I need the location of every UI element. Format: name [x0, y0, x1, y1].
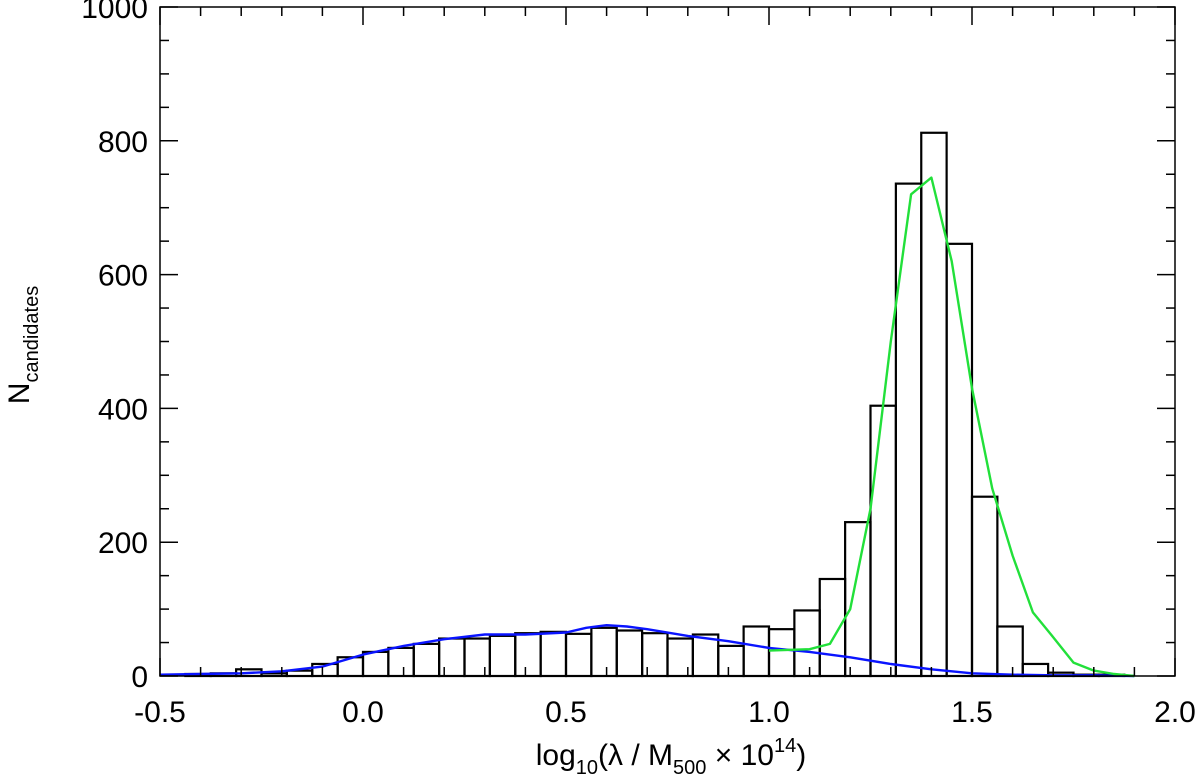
- histogram-bar: [869, 404, 897, 678]
- y-tick-label: 400: [98, 393, 148, 426]
- histogram-bar: [514, 632, 542, 678]
- y-axis-title-main: N: [3, 383, 36, 405]
- histogram-bar: [920, 131, 948, 678]
- x-axis-title-sub2: 500: [673, 757, 706, 779]
- histogram-bar: [438, 637, 466, 678]
- model-curve-2: [768, 176, 1135, 678]
- x-axis-title-sup: 14: [774, 735, 796, 757]
- histogram-bar: [691, 633, 720, 678]
- x-axis-title-mid2: × 10: [706, 739, 774, 772]
- x-tick-label: 0.0: [342, 696, 384, 729]
- x-tick-labels: -0.5 0.0 0.5 1.0 1.5 2.0: [134, 696, 1196, 729]
- histogram-bar: [615, 629, 644, 678]
- histogram-bars: [184, 131, 1126, 678]
- x-tick-label: 1.0: [748, 696, 790, 729]
- histogram-bar: [793, 609, 821, 678]
- histogram-bar: [970, 495, 999, 678]
- x-axis-title-mid: (λ / M: [598, 739, 673, 772]
- histogram-bar: [717, 644, 745, 678]
- histogram-bar: [361, 650, 390, 678]
- histogram-bar: [767, 628, 796, 678]
- y-tick-label: 0: [131, 661, 148, 694]
- model-curves: [159, 176, 1135, 678]
- y-tick-label: 200: [98, 527, 148, 560]
- histogram-bar: [387, 646, 415, 678]
- histogram-bar: [463, 637, 491, 678]
- y-tick-label: 800: [98, 126, 148, 159]
- histogram-bar: [996, 625, 1024, 678]
- histogram-bar: [818, 577, 847, 678]
- histogram-bar: [590, 626, 618, 678]
- histogram-bar: [564, 632, 593, 678]
- y-axis-title: Ncandidates: [3, 286, 43, 404]
- y-tick-labels: 0 200 400 600 800 1000: [81, 0, 148, 694]
- y-tick-label: 1000: [81, 0, 148, 25]
- x-tick-label: 2.0: [1154, 696, 1196, 729]
- histogram-bar: [539, 630, 568, 678]
- x-tick-label: -0.5: [134, 696, 186, 729]
- histogram-bar: [488, 634, 517, 678]
- x-tick-label: 1.5: [951, 696, 993, 729]
- model-curve-1: [159, 624, 1135, 678]
- x-axis-title-post: ): [796, 739, 806, 772]
- x-tick-label: 0.5: [545, 696, 587, 729]
- x-axis-title: log10(λ / M500 × 1014): [536, 735, 806, 779]
- axis-ticks: [159, 6, 1176, 677]
- x-axis-title-sub: 10: [576, 757, 598, 779]
- histogram-bar: [844, 521, 872, 678]
- histogram-bar: [412, 642, 441, 678]
- x-axis-title-pre: log: [536, 739, 576, 772]
- y-tick-label: 600: [98, 260, 148, 293]
- histogram-bar: [666, 637, 694, 678]
- histogram-bar: [894, 182, 923, 678]
- histogram-bar: [641, 632, 669, 678]
- histogram-bar: [742, 625, 771, 678]
- plot-frame: [159, 6, 1176, 677]
- y-axis-title-sub: candidates: [21, 286, 43, 383]
